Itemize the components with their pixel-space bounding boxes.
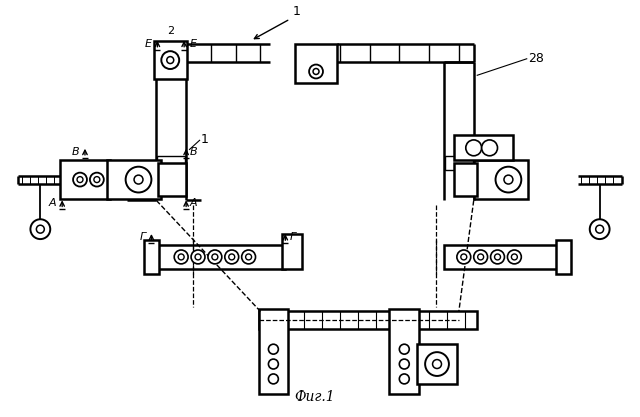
Bar xyxy=(556,240,571,274)
Circle shape xyxy=(313,68,319,75)
Circle shape xyxy=(73,173,87,186)
Bar xyxy=(474,160,528,199)
Circle shape xyxy=(191,250,205,264)
Circle shape xyxy=(174,250,188,264)
Text: В: В xyxy=(72,147,79,157)
Circle shape xyxy=(474,250,488,264)
Circle shape xyxy=(212,254,218,260)
Circle shape xyxy=(482,140,497,156)
Circle shape xyxy=(466,140,482,156)
Circle shape xyxy=(589,219,609,239)
Text: E: E xyxy=(145,39,152,49)
Bar xyxy=(417,344,457,384)
Bar xyxy=(389,309,419,394)
Text: Фиг.1: Фиг.1 xyxy=(295,390,335,404)
Circle shape xyxy=(90,173,104,186)
Circle shape xyxy=(178,254,184,260)
Circle shape xyxy=(31,219,51,239)
Bar xyxy=(157,156,185,170)
Circle shape xyxy=(134,175,143,184)
Text: 28: 28 xyxy=(528,52,544,65)
Text: E: E xyxy=(190,39,197,49)
Bar xyxy=(259,309,288,394)
Bar xyxy=(454,135,513,160)
Text: 1: 1 xyxy=(201,133,209,146)
Circle shape xyxy=(94,177,100,183)
Circle shape xyxy=(433,359,442,369)
Circle shape xyxy=(268,359,278,369)
Circle shape xyxy=(125,167,152,193)
Circle shape xyxy=(495,167,522,193)
Bar xyxy=(282,234,302,269)
Circle shape xyxy=(242,250,255,264)
Circle shape xyxy=(508,250,522,264)
Circle shape xyxy=(425,352,449,376)
Circle shape xyxy=(167,57,173,63)
Circle shape xyxy=(504,175,513,184)
Bar xyxy=(145,240,159,274)
Text: Г: Г xyxy=(289,232,296,242)
Circle shape xyxy=(208,250,222,264)
Circle shape xyxy=(399,359,409,369)
Bar xyxy=(154,41,187,79)
Circle shape xyxy=(491,250,504,264)
Text: 2: 2 xyxy=(166,26,174,36)
Circle shape xyxy=(399,374,409,384)
Circle shape xyxy=(225,250,239,264)
Bar xyxy=(158,163,186,196)
Bar xyxy=(454,163,477,196)
Circle shape xyxy=(309,65,323,78)
Circle shape xyxy=(511,254,517,260)
Bar xyxy=(156,245,285,269)
Circle shape xyxy=(77,177,83,183)
Circle shape xyxy=(195,254,201,260)
Circle shape xyxy=(36,225,44,233)
Bar xyxy=(107,160,161,199)
Bar xyxy=(259,311,477,329)
Text: А: А xyxy=(49,198,56,208)
Text: В: В xyxy=(190,147,198,157)
Circle shape xyxy=(246,254,252,260)
Circle shape xyxy=(228,254,235,260)
Bar xyxy=(60,160,109,199)
Circle shape xyxy=(399,344,409,354)
Circle shape xyxy=(457,250,471,264)
Text: Г: Г xyxy=(140,232,145,242)
Circle shape xyxy=(596,225,604,233)
Bar xyxy=(444,245,558,269)
Circle shape xyxy=(268,344,278,354)
Bar xyxy=(295,44,337,83)
Circle shape xyxy=(461,254,467,260)
Circle shape xyxy=(268,374,278,384)
Bar xyxy=(445,156,473,170)
Circle shape xyxy=(161,51,179,69)
Text: 1: 1 xyxy=(292,5,300,18)
Text: А: А xyxy=(190,198,198,208)
Circle shape xyxy=(477,254,484,260)
Circle shape xyxy=(495,254,500,260)
